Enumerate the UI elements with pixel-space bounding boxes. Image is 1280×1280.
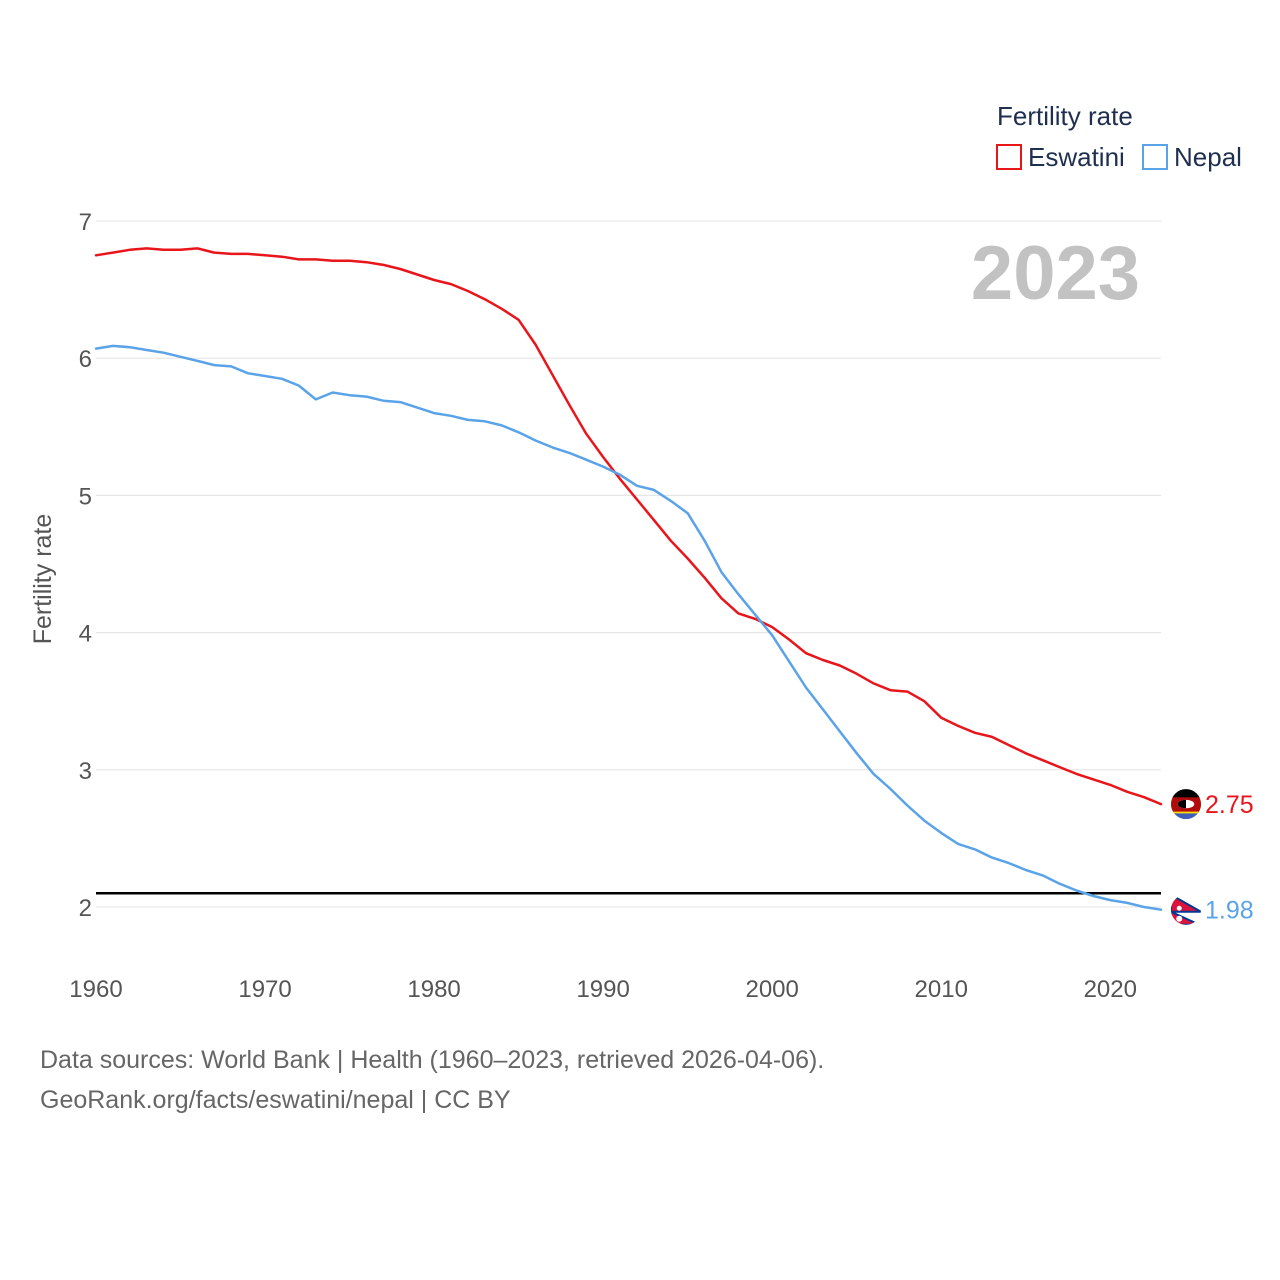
legend: Fertility rate Eswatini Nepal xyxy=(996,101,1242,172)
nepal-flag-icon xyxy=(1171,894,1201,925)
y-tick-label: 3 xyxy=(79,758,92,785)
series-line-nepal[interactable] xyxy=(94,344,1163,911)
legend-swatch-nepal xyxy=(1142,144,1168,170)
legend-item-eswatini[interactable]: Eswatini xyxy=(996,142,1125,172)
x-tick-label: 2020 xyxy=(1084,976,1137,1003)
y-tick-label: 2 xyxy=(79,895,92,922)
legend-label-eswatini: Eswatini xyxy=(1028,142,1125,172)
x-axis-ticks: 1960 1970 1980 1990 2000 2010 2020 xyxy=(69,976,1137,1003)
x-tick-label: 1990 xyxy=(576,976,629,1003)
y-axis-ticks: 2 3 4 5 6 7 xyxy=(79,209,92,922)
series-layer xyxy=(94,247,1163,911)
end-labels: 2.75 1.98 xyxy=(1171,789,1254,925)
legend-title: Fertility rate xyxy=(997,101,1133,131)
legend-item-nepal[interactable]: Nepal xyxy=(1142,142,1242,172)
legend-swatch-eswatini xyxy=(996,144,1022,170)
y-tick-label: 5 xyxy=(79,483,92,510)
end-value-eswatini: 2.75 xyxy=(1205,791,1254,819)
x-tick-label: 1980 xyxy=(407,976,460,1003)
end-value-nepal: 1.98 xyxy=(1205,897,1254,925)
x-tick-label: 1960 xyxy=(69,976,122,1003)
series-line-eswatini[interactable] xyxy=(94,247,1163,806)
legend-label-nepal: Nepal xyxy=(1174,142,1242,172)
source-line-1: Data sources: World Bank | Health (1960–… xyxy=(40,1046,825,1074)
eswatini-flag-icon xyxy=(1171,789,1201,820)
x-tick-label: 2010 xyxy=(915,976,968,1003)
x-tick-label: 2000 xyxy=(745,976,798,1003)
year-label: 2023 xyxy=(971,231,1140,316)
x-tick-label: 1970 xyxy=(238,976,291,1003)
y-axis-title: Fertility rate xyxy=(29,514,57,645)
y-tick-label: 6 xyxy=(79,346,92,373)
source-line-2[interactable]: GeoRank.org/facts/eswatini/nepal | CC BY xyxy=(40,1086,511,1114)
y-tick-label: 7 xyxy=(79,209,92,236)
fertility-line-chart: 2 3 4 5 6 7 1960 1970 1980 1990 2000 2010 2020 Fert… xyxy=(29,101,1254,1003)
grid xyxy=(96,220,1161,908)
y-tick-label: 4 xyxy=(79,621,92,648)
source-note: Data sources: World Bank | Health (1960–… xyxy=(40,1040,824,1120)
